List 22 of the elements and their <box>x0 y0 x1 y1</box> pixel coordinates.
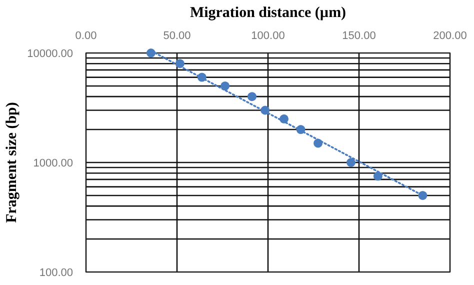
y-axis-title: Fragment size (bp) <box>4 102 20 223</box>
point <box>220 81 230 90</box>
x-tick-label: 0.00 <box>75 30 97 42</box>
point <box>314 138 323 148</box>
point <box>346 158 356 167</box>
y-tick-label: 10000.00 <box>27 48 73 60</box>
y-tick-label: 1000.00 <box>33 157 73 170</box>
point <box>296 125 306 134</box>
point <box>280 114 289 124</box>
point <box>146 48 156 58</box>
x-tick-label: 150.00 <box>342 30 376 42</box>
point <box>418 190 428 200</box>
x-tick-label: 200.00 <box>433 30 467 42</box>
point <box>373 172 382 181</box>
y-tick-label: 100.00 <box>39 266 73 279</box>
x-tick-label: 50.00 <box>163 30 191 42</box>
point <box>260 106 270 115</box>
point <box>247 92 256 102</box>
point <box>197 72 206 82</box>
x-axis-title: Migration distance (µm) <box>190 5 346 21</box>
x-tick-label: 100.00 <box>251 30 285 42</box>
point <box>175 59 184 68</box>
